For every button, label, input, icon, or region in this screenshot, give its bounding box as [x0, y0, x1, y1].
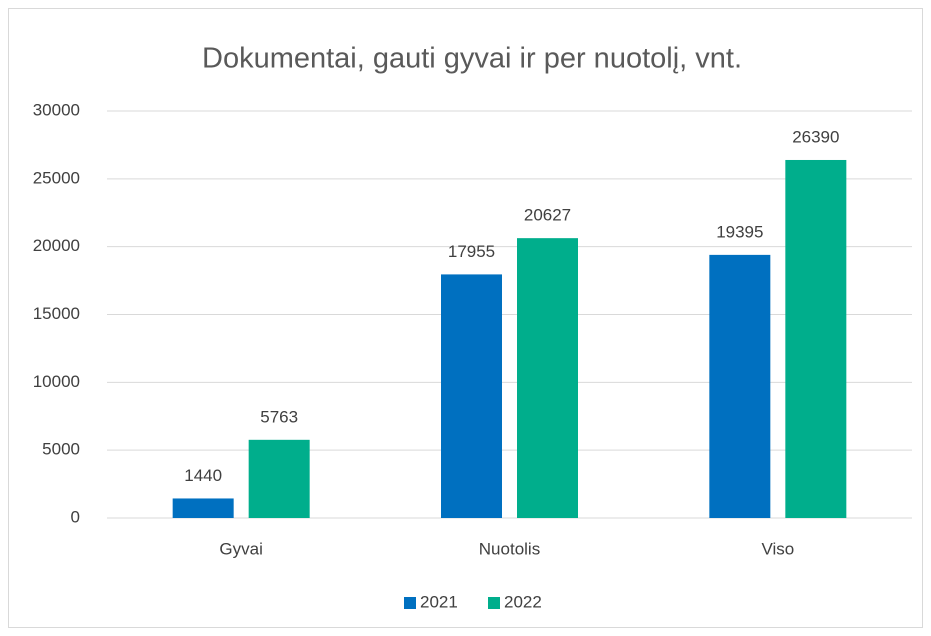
bar	[517, 238, 578, 518]
data-label: 17955	[448, 242, 495, 261]
x-tick-label: Nuotolis	[479, 539, 540, 558]
bar	[172, 498, 234, 518]
y-tick-label: 15000	[33, 304, 80, 323]
bar	[709, 254, 771, 518]
data-label: 26390	[792, 127, 839, 146]
legend-label: 2021	[420, 592, 458, 611]
data-label: 1440	[184, 466, 222, 485]
y-tick-label: 0	[71, 507, 80, 526]
legend-swatch	[488, 597, 500, 609]
data-label: 20627	[524, 206, 571, 225]
y-tick-label: 5000	[42, 440, 80, 459]
data-label: 19395	[716, 222, 763, 241]
chart-title: Dokumentai, gauti gyvai ir per nuotolį, …	[202, 43, 742, 75]
y-tick-label: 20000	[33, 236, 80, 255]
bar	[248, 439, 310, 518]
bar	[441, 274, 502, 518]
x-tick-label: Gyvai	[219, 539, 262, 558]
x-tick-label: Viso	[761, 539, 794, 558]
data-label: 5763	[260, 407, 298, 426]
legend-label: 2022	[504, 592, 542, 611]
bar	[785, 159, 847, 519]
y-tick-label: 30000	[33, 100, 80, 119]
y-tick-label: 10000	[33, 372, 80, 391]
y-tick-label: 25000	[33, 168, 80, 187]
legend-swatch	[404, 597, 416, 609]
